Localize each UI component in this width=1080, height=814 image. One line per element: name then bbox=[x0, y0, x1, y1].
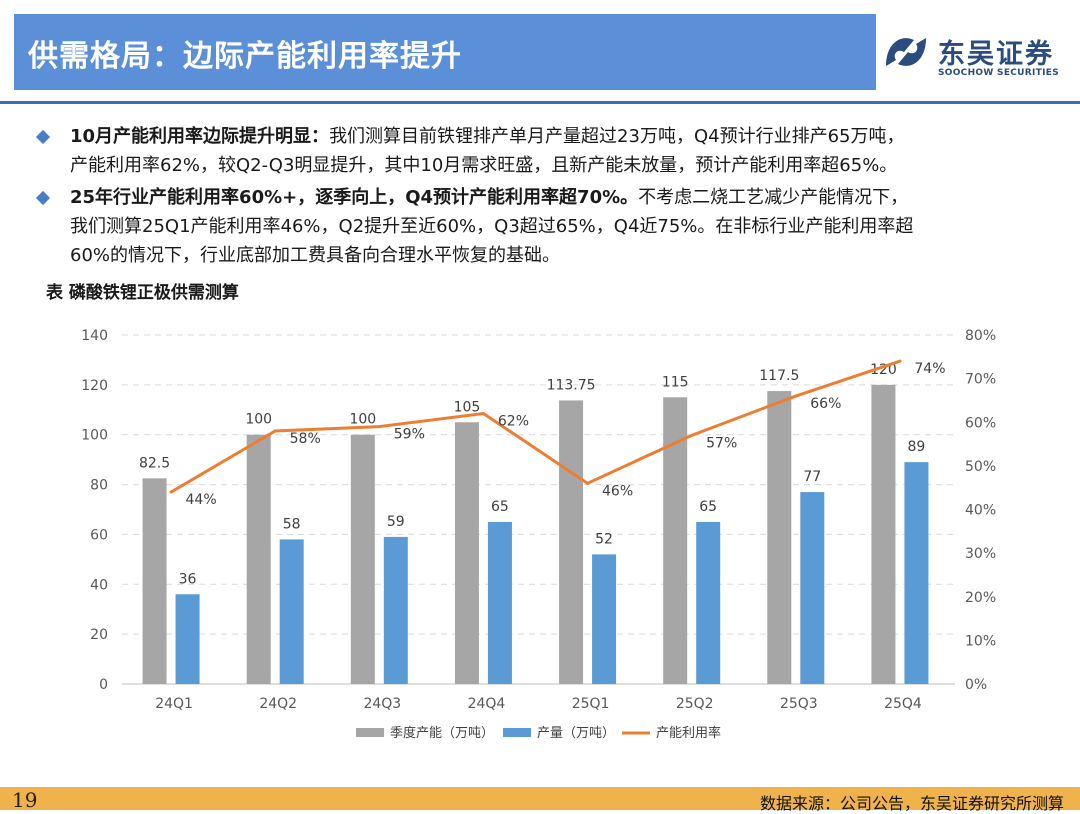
utilization-point bbox=[273, 429, 277, 433]
capacity-data-label: 117.5 bbox=[759, 368, 799, 384]
header-rule bbox=[0, 101, 1080, 104]
supply-demand-chart: 0 20 40 60 80 100 120 140 0% 10% 20% 30% 40% 50% 60% 70… bbox=[81, 328, 996, 741]
capacity-data-label: 115 bbox=[662, 374, 689, 390]
y-left-tick: 80 bbox=[90, 478, 108, 494]
utilization-point bbox=[481, 412, 485, 416]
title-bar: 供需格局：边际产能利用率提升 bbox=[14, 14, 876, 90]
legend-swatch-production bbox=[503, 728, 531, 737]
capacity-data-label: 100 bbox=[245, 412, 272, 428]
y-right-tick: 80% bbox=[965, 328, 996, 344]
capacity-data-label: 100 bbox=[349, 412, 376, 428]
bar-production bbox=[175, 594, 200, 684]
production-data-label: 52 bbox=[595, 531, 613, 547]
bullet-diamond-icon bbox=[35, 129, 51, 145]
utilization-point bbox=[377, 425, 381, 429]
y-left-tick: 120 bbox=[81, 378, 108, 394]
logo: 东吴证券 SOOCHOW SECURITIES bbox=[880, 30, 1070, 86]
utilization-point bbox=[898, 359, 902, 363]
bullet-2-line1: 不考虑二烧工艺减少产能情况下， bbox=[638, 187, 909, 208]
bullet-1-bold: 10月产能利用率边际提升明显： bbox=[70, 126, 330, 147]
utilization-data-label: 46% bbox=[602, 483, 633, 499]
x-tick-label: 24Q4 bbox=[468, 696, 506, 712]
utilization-data-label: 58% bbox=[290, 431, 321, 447]
bullet-diamond-icon bbox=[35, 190, 51, 206]
bar-capacity bbox=[142, 478, 167, 684]
footer: 19 数据来源：公司公告，东吴证券研究所测算 bbox=[0, 787, 1080, 813]
page-title: 供需格局：边际产能利用率提升 bbox=[28, 39, 462, 74]
x-tick-label: 25Q3 bbox=[780, 696, 818, 712]
page-number: 19 bbox=[12, 788, 38, 812]
production-data-label: 65 bbox=[699, 499, 717, 515]
utilization-point bbox=[794, 394, 798, 398]
y-right-tick: 40% bbox=[965, 503, 996, 519]
y-right-tick: 70% bbox=[965, 372, 996, 388]
y-right-tick: 20% bbox=[965, 590, 996, 606]
bar-capacity bbox=[350, 434, 375, 684]
y-left-tick: 40 bbox=[90, 577, 108, 593]
bar-production bbox=[592, 554, 617, 684]
y-right-tick: 10% bbox=[965, 633, 996, 649]
bullet-2-line3: 60%的情况下，行业底部加工费具备向合理水平恢复的基础。 bbox=[70, 245, 561, 266]
bar-capacity bbox=[454, 422, 479, 684]
source-note: 数据来源：公司公告，东吴证券研究所测算 bbox=[759, 794, 1064, 813]
x-tick-label: 24Q1 bbox=[155, 696, 193, 712]
production-data-label: 77 bbox=[803, 469, 821, 485]
utilization-data-label: 74% bbox=[914, 361, 945, 377]
utilization-data-label: 59% bbox=[394, 427, 425, 443]
capacity-data-label: 82.5 bbox=[139, 455, 170, 471]
utilization-line bbox=[170, 359, 901, 494]
utilization-point bbox=[169, 490, 173, 494]
y-right-tick: 50% bbox=[965, 459, 996, 475]
bar-capacity bbox=[871, 384, 896, 684]
bar-capacity bbox=[559, 400, 584, 684]
logo-name-en: SOOCHOW SECURITIES bbox=[938, 68, 1059, 78]
bar-production bbox=[487, 521, 512, 684]
x-tick-label: 24Q2 bbox=[259, 696, 297, 712]
bullet-2-line2: 我们测算25Q1产能利用率46%，Q2提升至近60%，Q3超过65%，Q4近75… bbox=[70, 216, 914, 237]
utilization-data-label: 44% bbox=[186, 492, 217, 508]
production-data-label: 36 bbox=[179, 571, 197, 587]
y-left-tick: 60 bbox=[90, 527, 108, 543]
capacity-data-label: 105 bbox=[454, 399, 481, 415]
utilization-point bbox=[586, 481, 590, 485]
x-tick-label: 25Q4 bbox=[884, 696, 922, 712]
y-left-tick: 140 bbox=[81, 328, 108, 344]
utilization-data-label: 62% bbox=[498, 414, 529, 430]
bar-production bbox=[696, 521, 721, 684]
bar-production bbox=[904, 462, 929, 684]
bar-production bbox=[800, 492, 825, 684]
production-data-label: 59 bbox=[387, 514, 405, 530]
bar-production bbox=[383, 536, 408, 684]
y-right-tick: 30% bbox=[965, 546, 996, 562]
utilization-point bbox=[690, 433, 694, 437]
bullet-1-line2: 产能利用率62%，较Q2-Q3明显提升，其中10月需求旺盛，且新产能未放量，预计… bbox=[70, 155, 898, 176]
bar-capacity bbox=[246, 434, 271, 684]
legend-label-capacity: 季度产能（万吨） bbox=[390, 725, 494, 741]
bar-capacity bbox=[767, 391, 792, 684]
capacity-data-label: 113.75 bbox=[547, 377, 596, 393]
bar-production bbox=[279, 539, 304, 684]
table-title: 表 磷酸铁锂正极供需测算 bbox=[46, 283, 239, 303]
bullet-2-bold: 25年行业产能利用率60%+，逐季向上，Q4预计产能利用率超70%。 bbox=[70, 187, 639, 208]
legend-swatch-capacity bbox=[356, 728, 384, 737]
y-right-tick: 60% bbox=[965, 415, 996, 431]
production-data-label: 65 bbox=[491, 499, 509, 515]
bullet-1-line1: 我们测算目前铁锂排产单月产量超过23万吨，Q4预计行业排产65万吨， bbox=[329, 126, 905, 147]
utilization-data-label: 57% bbox=[706, 435, 737, 451]
production-data-label: 89 bbox=[908, 439, 926, 455]
utilization-data-label: 66% bbox=[810, 396, 841, 412]
legend-label-production: 产量（万吨） bbox=[537, 726, 615, 741]
production-data-label: 58 bbox=[283, 516, 301, 532]
y-left-tick: 20 bbox=[90, 627, 108, 643]
y-right-tick: 0% bbox=[965, 677, 987, 693]
legend-label-utilization: 产能利用率 bbox=[656, 725, 721, 741]
x-tick-label: 25Q2 bbox=[676, 696, 714, 712]
soochow-logo-icon bbox=[886, 38, 926, 66]
x-tick-label: 25Q1 bbox=[572, 696, 610, 712]
y-left-tick: 100 bbox=[81, 428, 108, 444]
x-tick-label: 24Q3 bbox=[363, 696, 401, 712]
y-left-tick: 0 bbox=[99, 677, 108, 693]
logo-name-cn: 东吴证券 bbox=[938, 39, 1054, 70]
